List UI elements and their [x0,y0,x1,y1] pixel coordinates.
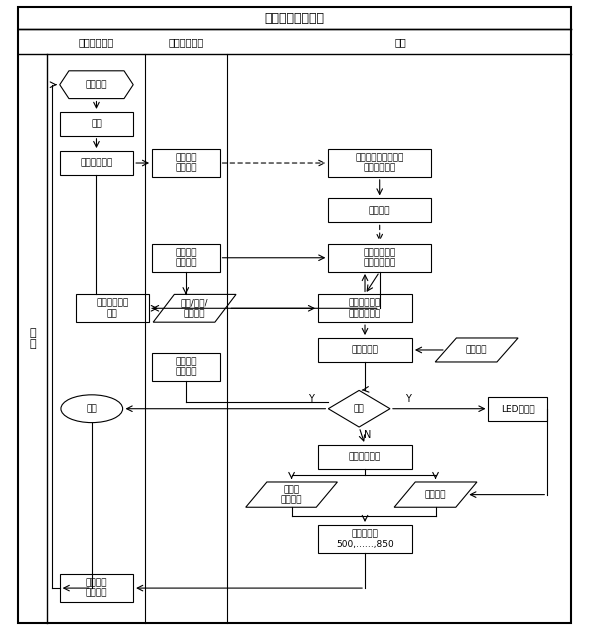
Bar [318,338,412,362]
Text: Y: Y [405,394,411,404]
Bar [488,397,547,421]
Polygon shape [435,338,518,362]
Text: 启动程序
点击读取: 启动程序 点击读取 [175,248,197,268]
Text: 出炉: 出炉 [87,404,97,413]
Bar [318,294,412,322]
Text: 成分靶值: 成分靶值 [425,490,446,499]
Bar [328,149,431,177]
Bar [318,525,412,553]
Text: 标准成分: 标准成分 [466,346,488,354]
Text: 化学成分调整流程: 化学成分调整流程 [264,11,325,25]
Text: 打印条码
粘贴条码: 打印条码 粘贴条码 [175,358,197,377]
Text: 取标准关系: 取标准关系 [352,346,379,354]
Bar [152,244,220,272]
Text: 计算添加量
500,……,850: 计算添加量 500,……,850 [336,529,394,549]
Text: 单位/员工/
护体信息: 单位/员工/ 护体信息 [181,299,209,318]
Text: Y: Y [307,394,313,404]
Bar [318,445,412,468]
Text: 光谱分析
保存记录: 光谱分析 保存记录 [175,153,197,173]
Bar [59,574,133,602]
Text: LED屏显示: LED屏显示 [501,404,535,413]
Text: 读取接收文件
解析化学成分: 读取接收文件 解析化学成分 [363,248,396,268]
Ellipse shape [61,395,123,423]
Bar [328,244,431,272]
Text: 串口接收: 串口接收 [369,206,391,215]
Bar [59,151,133,175]
Text: 合格: 合格 [354,404,365,413]
Text: 阶
段: 阶 段 [29,328,36,349]
Text: 炉前作业人员: 炉前作业人员 [79,37,114,47]
Text: 计算成分差值: 计算成分差值 [349,452,381,461]
Bar [59,112,133,136]
Bar [152,353,220,381]
Bar [75,294,149,322]
Polygon shape [246,482,337,507]
Polygon shape [153,294,236,322]
Text: 钢水化学
成分调整: 钢水化学 成分调整 [86,579,107,598]
Text: 添加料
成分信息: 添加料 成分信息 [281,485,302,505]
Text: 系统: 系统 [395,37,406,47]
Text: 估算钢水重量
更新炉体信息: 估算钢水重量 更新炉体信息 [349,299,381,318]
Text: 送样: 送样 [91,120,102,128]
Bar [328,198,431,222]
Polygon shape [328,391,390,427]
Text: 输入试样信息
保存: 输入试样信息 保存 [96,299,128,318]
Text: 探查试样信息: 探查试样信息 [80,158,112,168]
Text: 光谱操作人员: 光谱操作人员 [168,37,203,47]
Polygon shape [59,71,133,99]
Polygon shape [394,482,477,507]
Bar [152,149,220,177]
Text: 读取光谱数据一系记
录、串口发送: 读取光谱数据一系记 录、串口发送 [356,153,404,173]
Text: 炉前取样: 炉前取样 [86,80,107,89]
Text: N: N [364,430,372,439]
